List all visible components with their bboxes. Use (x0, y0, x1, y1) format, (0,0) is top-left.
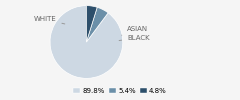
Wedge shape (86, 6, 97, 42)
Text: WHITE: WHITE (34, 16, 65, 24)
Text: ASIAN: ASIAN (122, 26, 148, 35)
Legend: 89.8%, 5.4%, 4.8%: 89.8%, 5.4%, 4.8% (71, 85, 169, 96)
Text: BLACK: BLACK (119, 35, 150, 41)
Wedge shape (50, 6, 123, 78)
Wedge shape (86, 7, 108, 42)
